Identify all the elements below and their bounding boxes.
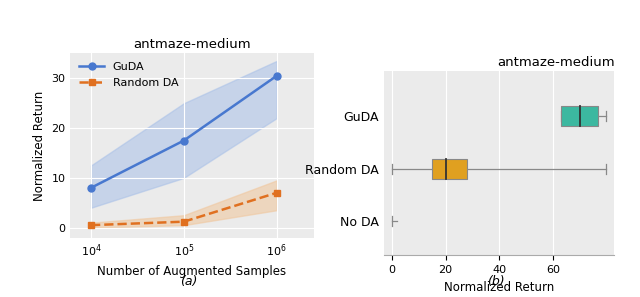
Line: GuDA: GuDA xyxy=(88,72,280,191)
Text: (a): (a) xyxy=(180,275,198,288)
Line: Random DA: Random DA xyxy=(88,189,280,229)
Bar xyxy=(561,106,598,126)
Text: antmaze-medium: antmaze-medium xyxy=(497,56,614,69)
Y-axis label: Normalized Return: Normalized Return xyxy=(33,90,46,201)
Text: (b): (b) xyxy=(487,275,505,288)
GuDA xyxy=(87,186,95,189)
Random DA xyxy=(87,223,95,227)
Title: antmaze-medium: antmaze-medium xyxy=(133,38,251,51)
GuDA xyxy=(180,139,188,142)
X-axis label: Normalized Return: Normalized Return xyxy=(444,281,554,294)
GuDA xyxy=(273,74,280,78)
Bar xyxy=(432,159,467,178)
X-axis label: Number of Augmented Samples: Number of Augmented Samples xyxy=(97,265,287,278)
Legend: GuDA, Random DA: GuDA, Random DA xyxy=(76,59,182,91)
Random DA xyxy=(273,191,280,195)
Random DA xyxy=(180,220,188,223)
